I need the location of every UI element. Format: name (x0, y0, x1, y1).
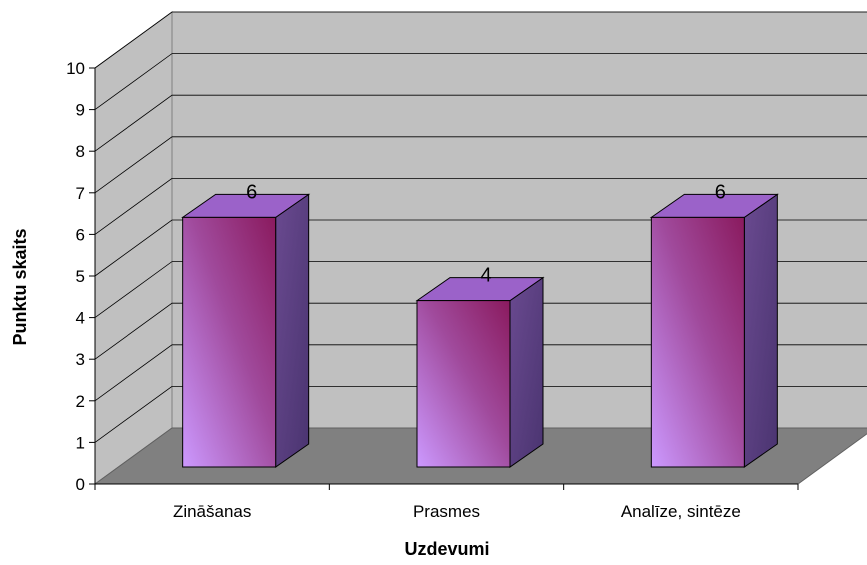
bar-front (650, 216, 745, 468)
y-tick-label: 5 (76, 267, 85, 286)
gridline (94, 219, 867, 277)
y-tick-label: 2 (76, 392, 85, 411)
y-tick-label: 1 (76, 433, 85, 452)
bar-1 (181, 193, 311, 468)
gridline (94, 385, 867, 443)
y-tick-label: 3 (76, 350, 85, 369)
bar-side (509, 276, 544, 468)
y-tick-label: 4 (76, 309, 85, 328)
x-tick-label: Zināšanas (173, 502, 251, 521)
bars (181, 193, 779, 468)
bar-side (275, 193, 310, 468)
gridline (94, 53, 867, 110)
bar-side (743, 193, 778, 468)
gridline (94, 302, 867, 360)
bar-2 (415, 276, 545, 468)
bar-front (182, 216, 277, 468)
axes (89, 67, 799, 490)
bar-3 (649, 193, 779, 468)
gridline (94, 11, 867, 69)
gridlines (94, 11, 867, 443)
x-axis-title: Uzdevumi (404, 539, 489, 559)
labels: 0 1 2 3 4 5 6 7 8 9 10 6 Zināšanas 4 Prasmes 6 Analīze, … (66, 59, 741, 521)
y-tick-label: 7 (76, 184, 85, 203)
gridline (94, 136, 867, 194)
bar-front (416, 300, 511, 468)
data-label: 6 (246, 181, 257, 203)
gridline (94, 344, 867, 402)
y-tick-label: 6 (76, 225, 85, 244)
y-tick-label: 8 (76, 142, 85, 161)
data-label: 6 (715, 181, 726, 203)
y-tick-label: 10 (66, 59, 85, 78)
gridline (94, 261, 867, 318)
data-label: 4 (480, 265, 491, 287)
gridline (94, 94, 867, 152)
x-tick-label: Analīze, sintēze (621, 502, 741, 521)
y-axis-title: Punktu skaits (10, 228, 30, 345)
x-tick-label: Prasmes (413, 502, 480, 521)
gridline (94, 177, 867, 235)
y-tick-label: 9 (76, 101, 85, 120)
y-tick-label: 0 (76, 475, 85, 494)
